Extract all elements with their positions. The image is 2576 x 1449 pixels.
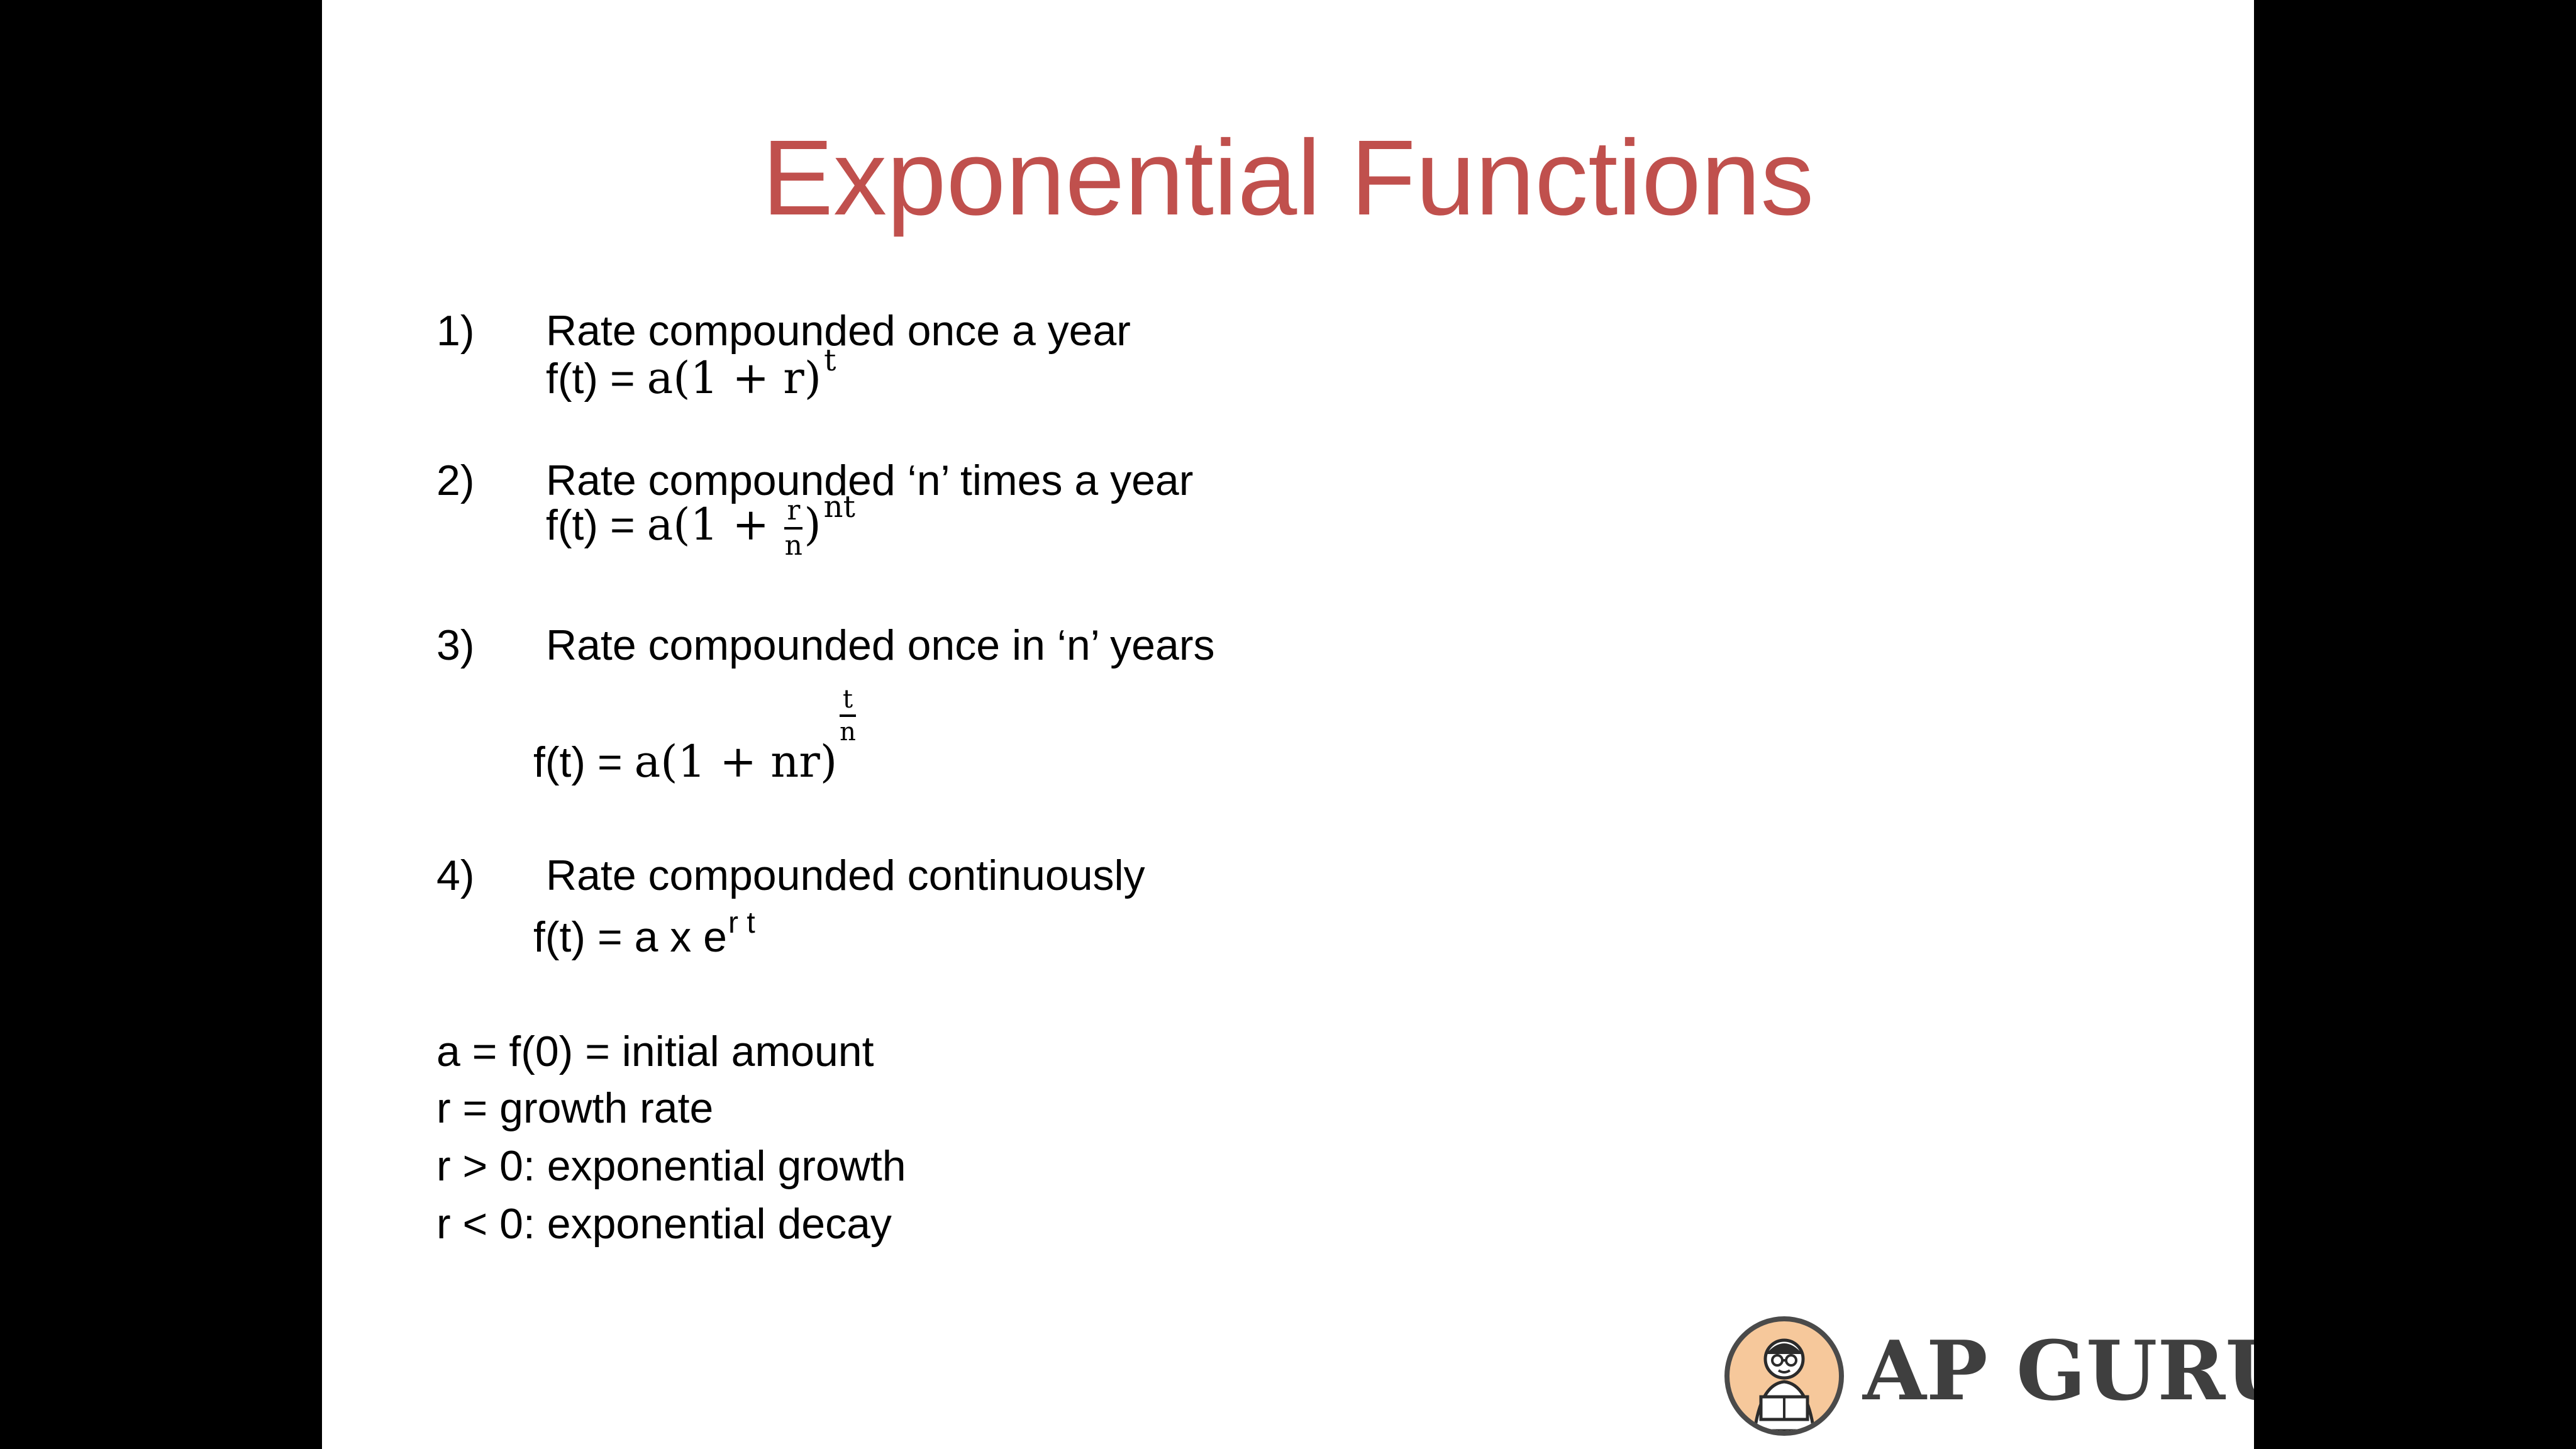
- formula-3-body: a(1 + nr): [634, 736, 838, 787]
- formula-2: f(t) = a(1 + r n)nt: [546, 492, 855, 562]
- item-heading-4: Rate compounded continuously: [546, 852, 1145, 899]
- item-heading-3: Rate compounded once in ‘n’ years: [546, 621, 1215, 669]
- item-number-2: 2): [436, 457, 475, 504]
- formula-3-lhs: f(t) =: [533, 738, 635, 786]
- formula-2-pre: a(1 +: [647, 498, 784, 550]
- formula-2-exponent: nt: [823, 489, 855, 525]
- formula-3-exp-numerator: t: [840, 687, 856, 717]
- slide-title: Exponential Functions: [762, 118, 1814, 238]
- mascot-illustration: [1753, 1338, 1816, 1431]
- slide: Exponential Functions 1) Rate compounded…: [322, 0, 2254, 1449]
- formula-1-body: a(1 + r): [647, 352, 822, 404]
- item-heading-2: Rate compounded ‘n’ times a year: [546, 457, 1194, 504]
- logo-wordmark: AP GURU: [1863, 1323, 2254, 1419]
- ap-guru-logo: AP GURU: [1724, 1311, 2254, 1449]
- item-number-4: 4): [436, 852, 475, 899]
- formula-1-lhs: f(t) =: [546, 355, 647, 402]
- formula-3: f(t) = a(1 + nr) t n: [533, 687, 856, 787]
- formula-4-exponent: r t: [728, 906, 755, 940]
- formula-3-exp-denominator: n: [840, 718, 856, 747]
- item-heading-1: Rate compounded once a year: [546, 307, 1131, 355]
- formula-1: f(t) = a(1 + r)t: [546, 345, 836, 402]
- definition-exponential-decay: r < 0: exponential decay: [436, 1200, 892, 1248]
- formula-2-post: ): [804, 498, 821, 550]
- formula-2-frac-denominator: n: [784, 530, 802, 562]
- definition-growth-rate: r = growth rate: [436, 1084, 714, 1132]
- item-number-3: 3): [436, 621, 475, 669]
- definition-initial-amount: a = f(0) = initial amount: [436, 1028, 874, 1075]
- formula-2-frac-numerator: r: [784, 497, 803, 530]
- formula-2-lhs: f(t) =: [546, 501, 647, 549]
- logo-mascot-icon: [1724, 1316, 1844, 1436]
- formula-1-exponent: t: [824, 343, 836, 378]
- item-number-1: 1): [436, 307, 475, 355]
- definition-exponential-growth: r > 0: exponential growth: [436, 1142, 906, 1190]
- formula-4-lhs: f(t) = a x e: [533, 913, 727, 961]
- formula-4: f(t) = a x er t: [533, 908, 755, 961]
